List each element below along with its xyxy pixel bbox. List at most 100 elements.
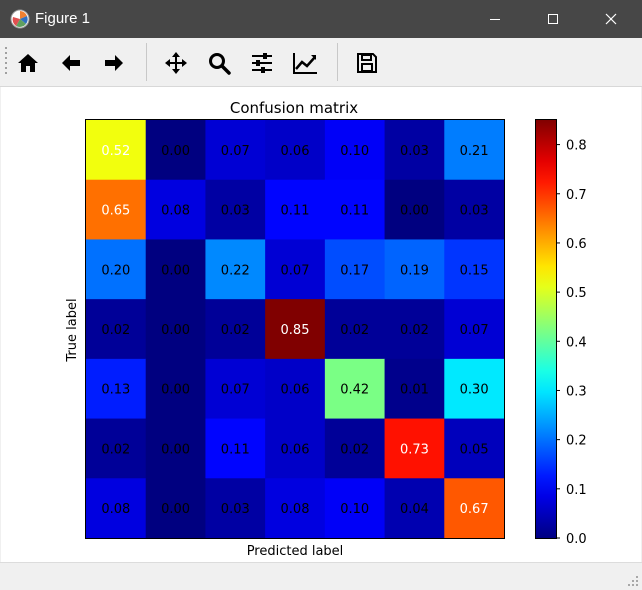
zoom-button[interactable] xyxy=(202,46,236,80)
heatmap-cell xyxy=(324,418,386,479)
heatmap-cell xyxy=(145,358,206,420)
cell-value-label: 0.08 xyxy=(101,502,130,517)
cell-value-label: 0.03 xyxy=(400,144,429,159)
save-button[interactable] xyxy=(350,46,384,80)
cell-value-label: 0.02 xyxy=(400,323,429,338)
minimize-icon xyxy=(490,19,500,20)
matplotlib-app-icon xyxy=(10,9,30,29)
heatmap-cell xyxy=(205,478,266,539)
heatmap-cell xyxy=(444,179,505,240)
cell-value-label: 0.03 xyxy=(221,204,250,219)
pan-button[interactable] xyxy=(159,46,193,80)
heatmap-cell xyxy=(265,120,326,181)
cell-value-label: 0.11 xyxy=(221,442,250,457)
colorbar-tick-label: 0.7 xyxy=(566,188,587,203)
colorbar xyxy=(535,119,557,539)
heatmap-cell xyxy=(86,358,147,420)
heatmap-cell xyxy=(205,239,266,300)
cell-value-label: 0.52 xyxy=(101,144,130,159)
colorbar-tick-label: 0.1 xyxy=(566,483,587,498)
confusion-matrix-chart: Confusion matrix 0.52 0.00 0.07 0.06 0.10 0.0… xyxy=(65,99,587,559)
heatmap-cell xyxy=(384,418,445,479)
figure-canvas[interactable]: Confusion matrix 0.52 0.00 0.07 0.06 0.10 0.0… xyxy=(1,87,641,562)
heatmap-cell xyxy=(444,239,505,300)
heatmap-cell xyxy=(384,299,445,360)
cell-value-label: 0.13 xyxy=(101,383,130,398)
back-button[interactable] xyxy=(54,46,88,80)
cell-value-label: 0.08 xyxy=(161,204,190,219)
heatmap-cell xyxy=(265,358,326,420)
heatmap-cell xyxy=(205,418,266,479)
heatmap-cell xyxy=(384,478,445,539)
cell-value-label: 0.06 xyxy=(281,442,310,457)
x-axis-label: Predicted label xyxy=(247,544,344,559)
cell-value-label: 0.00 xyxy=(161,502,190,517)
cell-value-label: 0.02 xyxy=(101,323,130,338)
cell-value-label: 0.08 xyxy=(281,502,310,517)
cell-value-label: 0.00 xyxy=(161,263,190,278)
heatmap-cell xyxy=(324,358,386,420)
heatmap-cell xyxy=(145,120,206,181)
cell-value-label: 0.19 xyxy=(400,263,429,278)
cell-value-label: 0.11 xyxy=(281,204,310,219)
cell-value-label: 0.07 xyxy=(281,263,310,278)
heatmap-cell xyxy=(324,179,386,240)
edit-axis-icon xyxy=(293,53,317,74)
heatmap-cell xyxy=(444,299,505,360)
back-arrow-icon xyxy=(62,55,80,71)
colorbar-tick-label: 0.6 xyxy=(566,237,587,252)
colorbar-tick-label: 0.5 xyxy=(566,286,587,301)
cell-value-label: 0.04 xyxy=(400,502,429,517)
cell-value-label: 0.00 xyxy=(161,144,190,159)
edit-axis-button[interactable] xyxy=(288,46,322,80)
window-title: Figure 1 xyxy=(35,10,91,27)
heatmap-cell xyxy=(324,120,386,181)
heatmap-cell xyxy=(205,358,266,420)
toolbar-grip[interactable] xyxy=(4,44,10,80)
heatmap-cell xyxy=(145,239,206,300)
cell-value-label: 0.15 xyxy=(460,263,489,278)
colorbar-tick-label: 0.4 xyxy=(566,335,587,350)
chart-title: Confusion matrix xyxy=(230,99,358,117)
heatmap-cell xyxy=(205,299,266,360)
maximize-button[interactable] xyxy=(524,0,582,38)
minimize-button[interactable] xyxy=(466,0,524,38)
heatmap-cell xyxy=(145,179,206,240)
cell-value-label: 0.00 xyxy=(400,204,429,219)
cell-value-label: 0.42 xyxy=(340,383,369,398)
heatmap-cell xyxy=(205,179,266,240)
toolbar-separator xyxy=(337,43,338,81)
cell-value-label: 0.00 xyxy=(161,442,190,457)
cell-value-label: 0.05 xyxy=(460,442,489,457)
cell-value-label: 0.65 xyxy=(101,204,130,219)
cell-value-label: 0.22 xyxy=(221,263,250,278)
colorbar-tick-label: 0.8 xyxy=(566,139,587,154)
cell-value-label: 0.73 xyxy=(400,442,429,457)
heatmap-cell xyxy=(86,239,147,300)
plot-frame xyxy=(85,119,505,539)
heatmap-cell xyxy=(384,120,445,181)
cell-value-label: 0.07 xyxy=(460,323,489,338)
colorbar-tick-label: 0.0 xyxy=(566,532,587,547)
home-button[interactable] xyxy=(11,46,45,80)
heatmap-cell xyxy=(145,478,206,539)
cell-value-label: 0.02 xyxy=(101,442,130,457)
forward-button[interactable] xyxy=(97,46,131,80)
y-axis-label: True label xyxy=(65,298,80,362)
configure-subplots-button[interactable] xyxy=(245,46,279,80)
heatmap-cell xyxy=(444,358,505,420)
cell-value-label: 0.67 xyxy=(460,502,489,517)
cell-value-label: 0.00 xyxy=(161,383,190,398)
heatmap-cell xyxy=(384,239,445,300)
close-button[interactable] xyxy=(582,0,640,38)
resize-grip-icon[interactable] xyxy=(627,575,639,587)
cell-value-label: 0.17 xyxy=(340,263,369,278)
title-bar: Figure 1 xyxy=(0,0,642,38)
pan-icon xyxy=(165,52,187,74)
cell-value-label: 0.06 xyxy=(281,383,310,398)
heatmap-cell xyxy=(444,120,505,181)
cell-value-label: 0.01 xyxy=(400,383,429,398)
cell-value-label: 0.03 xyxy=(221,502,250,517)
heatmap-cell xyxy=(205,120,266,181)
cell-value-label: 0.21 xyxy=(460,144,489,159)
